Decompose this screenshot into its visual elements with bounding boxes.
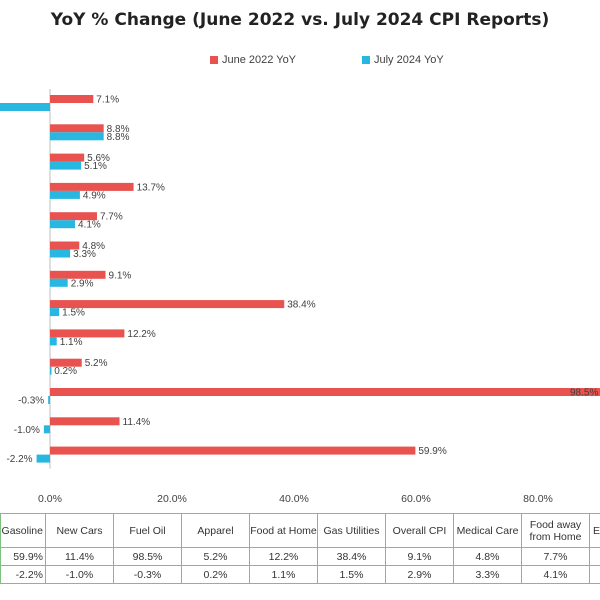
bar-june-2022 (50, 95, 94, 103)
bar-june-2022 (50, 388, 600, 396)
data-label: 9.1% (109, 270, 132, 281)
bar-june-2022 (50, 446, 416, 455)
bar-july-2024 (50, 249, 71, 258)
table-header-cell: Fuel Oil (113, 513, 182, 548)
data-label: 3.3% (73, 249, 96, 260)
legend-label: July 2024 YoY (374, 54, 444, 66)
legend-label: June 2022 YoY (222, 54, 297, 66)
x-tick-label: 40.0% (279, 493, 309, 505)
legend-item: July 2024 YoY (362, 54, 444, 66)
table-cell: 2.9% (385, 565, 454, 584)
bar-july-2024 (0, 103, 50, 111)
table-header-cell: New Cars (45, 513, 114, 548)
table-cell: -2.2% (0, 565, 46, 584)
data-label: 11.4% (123, 417, 151, 428)
data-label: -2.2% (6, 454, 32, 465)
bar-chart-plot: 7.1%-10.0%8.8%8.8%5.6%5.1%13.7%4.9%7.7%4… (0, 89, 600, 505)
x-tick-label: 0.0% (38, 493, 62, 505)
table-cell: 12.2% (249, 547, 318, 566)
table-header-cell: Medical Care (453, 513, 522, 548)
bar-july-2024 (50, 220, 76, 229)
table-cell: 98.5% (113, 547, 182, 566)
data-table: Gasoline New Cars Fuel Oil Apparel Food at H… (0, 513, 600, 584)
data-label: 4.9% (83, 190, 106, 201)
data-label: 12.2% (127, 329, 155, 340)
data-label: 8.8% (107, 132, 130, 143)
data-label: 7.1% (96, 95, 119, 106)
bar-june-2022 (50, 358, 82, 367)
table-cell: -1.0% (45, 565, 114, 584)
data-label: 1.1% (60, 337, 83, 348)
bar-june-2022 (50, 417, 120, 426)
table-header-cell: Food away from Home (521, 513, 590, 548)
x-tick-label: 20.0% (157, 493, 187, 505)
bar-july-2024 (50, 190, 80, 199)
table-cell: 4.1% (521, 565, 590, 584)
bar-july-2024 (43, 425, 50, 434)
legend-swatch (210, 56, 218, 65)
data-label: 38.4% (287, 300, 315, 311)
table-row: -2.2% -1.0% -0.3% 0.2% 1.1% 1.5% 2.9% 3.3% 4.1% (0, 565, 600, 584)
data-label: 0.2% (54, 366, 77, 377)
table-header-cell: Gas Utilities (317, 513, 386, 548)
data-label: 59.9% (418, 446, 446, 457)
bar-july-2024 (50, 337, 57, 346)
bar-june-2022 (50, 212, 97, 221)
data-label: -0.3% (18, 396, 44, 407)
bar-june-2022 (50, 329, 125, 338)
table-cell: 9.1% (385, 547, 454, 566)
bar-july-2024 (50, 278, 68, 287)
data-label: -1.0% (14, 425, 40, 436)
bar-july-2024 (48, 396, 50, 404)
table-row: Gasoline New Cars Fuel Oil Apparel Food at H… (0, 513, 600, 548)
bar-june-2022 (50, 241, 80, 250)
table-cell (589, 547, 600, 566)
table-cell: 0.2% (181, 565, 250, 584)
table-cell: 59.9% (0, 547, 46, 566)
table-header-cell: Gasoline (0, 513, 46, 548)
table-cell: -0.3% (113, 565, 182, 584)
bar-july-2024 (50, 366, 52, 375)
bar-july-2024 (50, 161, 82, 170)
data-label: 1.5% (62, 308, 85, 319)
data-label: 4.1% (78, 220, 101, 231)
table-cell: 5.2% (181, 547, 250, 566)
table-cell: 7.7% (521, 547, 590, 566)
table-row: 59.9% 11.4% 98.5% 5.2% 12.2% 38.4% 9.1% 4.8% 7.7… (0, 547, 600, 566)
table-cell: 1.5% (317, 565, 386, 584)
bar-june-2022 (50, 182, 134, 191)
chart-title: YoY % Change (June 2022 vs. July 2024 CP… (50, 10, 550, 30)
table-cell (589, 565, 600, 584)
table-header-cell: Overall CPI (385, 513, 454, 548)
table-header-cell: Electricity (589, 513, 600, 548)
bar-june-2022 (50, 300, 285, 309)
data-label: 2.9% (71, 278, 94, 289)
bar-july-2024 (36, 454, 50, 463)
bar-july-2024 (50, 132, 104, 141)
legend-swatch (362, 56, 370, 65)
bar-june-2022 (50, 153, 85, 162)
data-label: 5.2% (85, 358, 108, 369)
data-label: 8.8% (107, 124, 130, 135)
bar-june-2022 (50, 270, 106, 279)
table-header-cell: Food at Home (249, 513, 318, 548)
data-label: 4.8% (82, 241, 105, 252)
data-label: 13.7% (137, 182, 165, 193)
table-cell: 3.3% (453, 565, 522, 584)
data-label: 98.5% (570, 388, 598, 399)
table-cell: 4.8% (453, 547, 522, 566)
data-label: 7.7% (100, 212, 123, 223)
x-tick-label: 60.0% (401, 493, 431, 505)
table-header-cell: Apparel (181, 513, 250, 548)
legend-item: June 2022 YoY (210, 54, 296, 66)
x-tick-label: 80.0% (523, 493, 553, 505)
data-label: 5.6% (87, 153, 110, 164)
bar-june-2022 (50, 124, 104, 133)
table-cell: 11.4% (45, 547, 114, 566)
data-label: 5.1% (84, 161, 107, 172)
table-cell: 38.4% (317, 547, 386, 566)
bar-july-2024 (50, 308, 60, 317)
table-cell: 1.1% (249, 565, 318, 584)
